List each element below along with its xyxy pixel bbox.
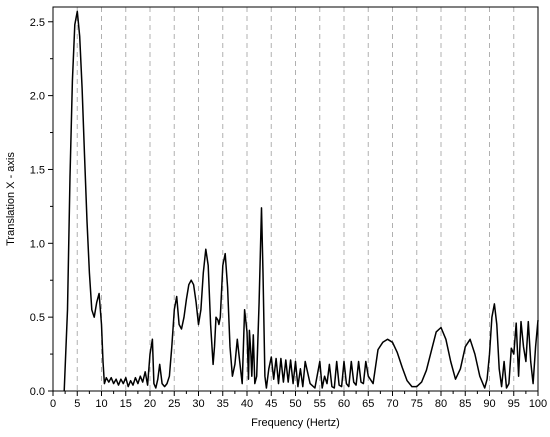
- y-tick-label-4: 2.0: [30, 91, 45, 103]
- y-tick-label-1: 0.5: [30, 312, 45, 324]
- x-tick-label-65: 65: [362, 398, 374, 410]
- x-axis: 0 5 10 15 20 25 30 35 40 45 50 55 60 65 70 75 80 85 90 95 10…: [50, 391, 547, 410]
- x-tick-label-5: 5: [74, 398, 80, 410]
- x-tick-label-45: 45: [265, 398, 277, 410]
- y-tick-label-5: 2.5: [30, 17, 45, 29]
- x-tick-label-10: 10: [95, 398, 107, 410]
- y-tick-label-0: 0.0: [30, 386, 45, 398]
- x-tick-label-25: 25: [168, 398, 180, 410]
- x-tick-label-100: 100: [529, 398, 547, 410]
- series-line-0: [63, 10, 539, 392]
- x-tick-label-55: 55: [314, 398, 326, 410]
- x-tick-label-20: 20: [144, 398, 156, 410]
- x-tick-label-50: 50: [289, 398, 301, 410]
- x-tick-label-90: 90: [483, 398, 495, 410]
- x-tick-label-15: 15: [120, 398, 132, 410]
- x-tick-label-60: 60: [338, 398, 350, 410]
- x-tick-label-75: 75: [411, 398, 423, 410]
- y-tick-label-2: 1.0: [30, 238, 45, 250]
- vertical-grid: [76, 7, 515, 391]
- x-tick-label-80: 80: [435, 398, 447, 410]
- y-axis-title: Translation X - axis: [5, 152, 17, 246]
- x-tick-label-85: 85: [459, 398, 471, 410]
- x-tick-label-0: 0: [50, 398, 56, 410]
- x-tick-label-95: 95: [508, 398, 520, 410]
- y-tick-label-3: 1.5: [30, 164, 45, 176]
- y-axis: 0.0 0.5 1.0 1.5 2.0 2.5: [30, 17, 53, 398]
- x-axis-title: Frequency (Hertz): [251, 417, 340, 429]
- x-tick-label-35: 35: [217, 398, 229, 410]
- x-tick-label-30: 30: [192, 398, 204, 410]
- x-tick-label-40: 40: [241, 398, 253, 410]
- series-layer: [63, 10, 539, 392]
- x-tick-label-70: 70: [386, 398, 398, 410]
